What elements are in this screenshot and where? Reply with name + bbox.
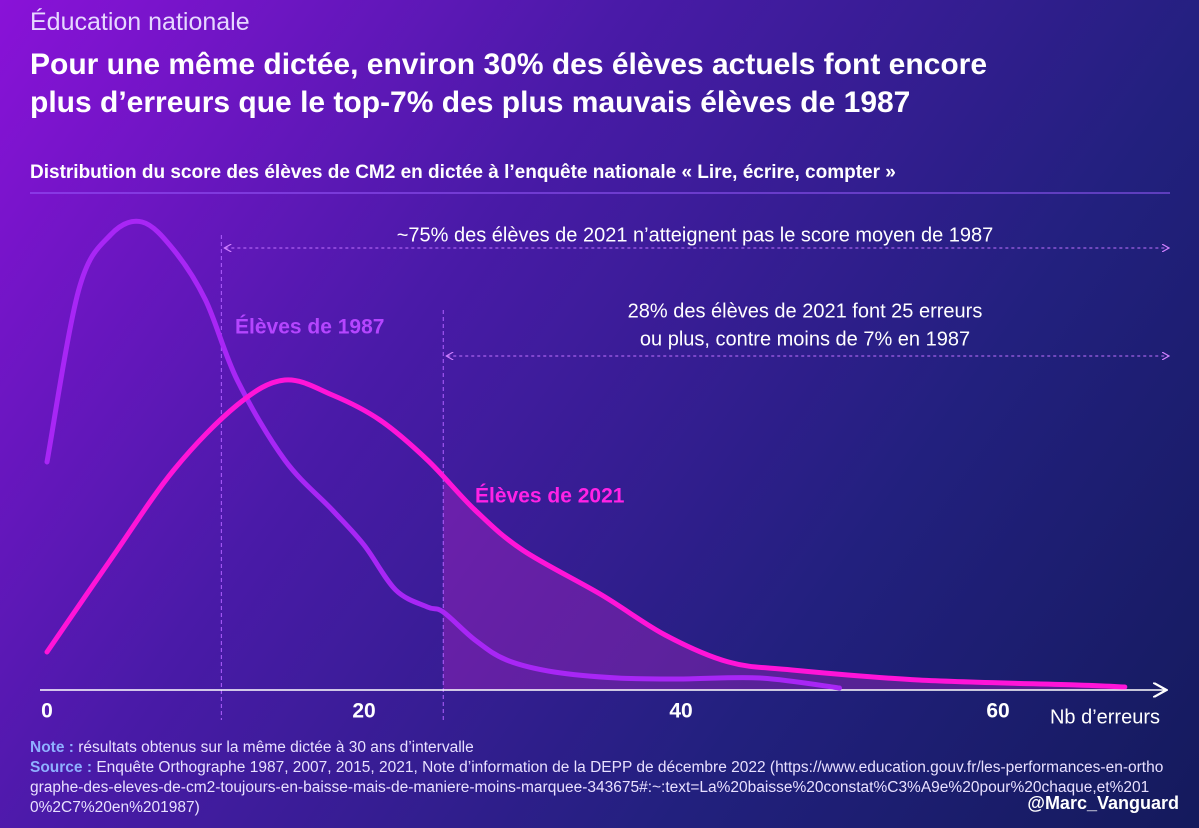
title-line: plus d’erreurs que le top-7% des plus ma… xyxy=(30,86,911,119)
x-axis-label: Nb d’erreurs xyxy=(1050,706,1160,728)
title-line: Pour une même dictée, environ 30% des él… xyxy=(30,48,988,81)
density-curve xyxy=(44,377,1128,690)
note-label: Note : xyxy=(30,739,74,756)
annotation: ou plus, contre moins de 7% en 1987 xyxy=(640,328,970,350)
handle: @Marc_Vanguard xyxy=(1027,793,1179,813)
source-label: Source : xyxy=(30,759,93,776)
note: résultats obtenus sur la même dictée à 3… xyxy=(78,739,474,756)
x-tick-label: 0 xyxy=(41,700,53,723)
series-label: Élèves de 1987 xyxy=(235,316,384,339)
annotation: 28% des élèves de 2021 font 25 erreurs xyxy=(628,300,983,322)
notes: Note : résultats obtenus sur la même dic… xyxy=(30,738,1180,818)
header: Éducation nationale xyxy=(30,8,250,36)
x-tick-label: 20 xyxy=(352,700,375,723)
x-tick-label: 40 xyxy=(669,700,692,723)
subtitle: Distribution du score des élèves de CM2 … xyxy=(30,162,896,183)
shaded-area xyxy=(443,476,1125,690)
density-curve xyxy=(44,218,842,691)
source: Enquête Orthographe 1987, 2007, 2015, 20… xyxy=(30,759,1164,816)
title: Pour une même dictée, environ 30% des él… xyxy=(30,46,987,122)
series-label: Élèves de 2021 xyxy=(475,485,625,508)
x-tick-label: 60 xyxy=(986,700,1009,723)
annotation: ~75% des élèves de 2021 n’atteignent pas… xyxy=(397,224,994,246)
